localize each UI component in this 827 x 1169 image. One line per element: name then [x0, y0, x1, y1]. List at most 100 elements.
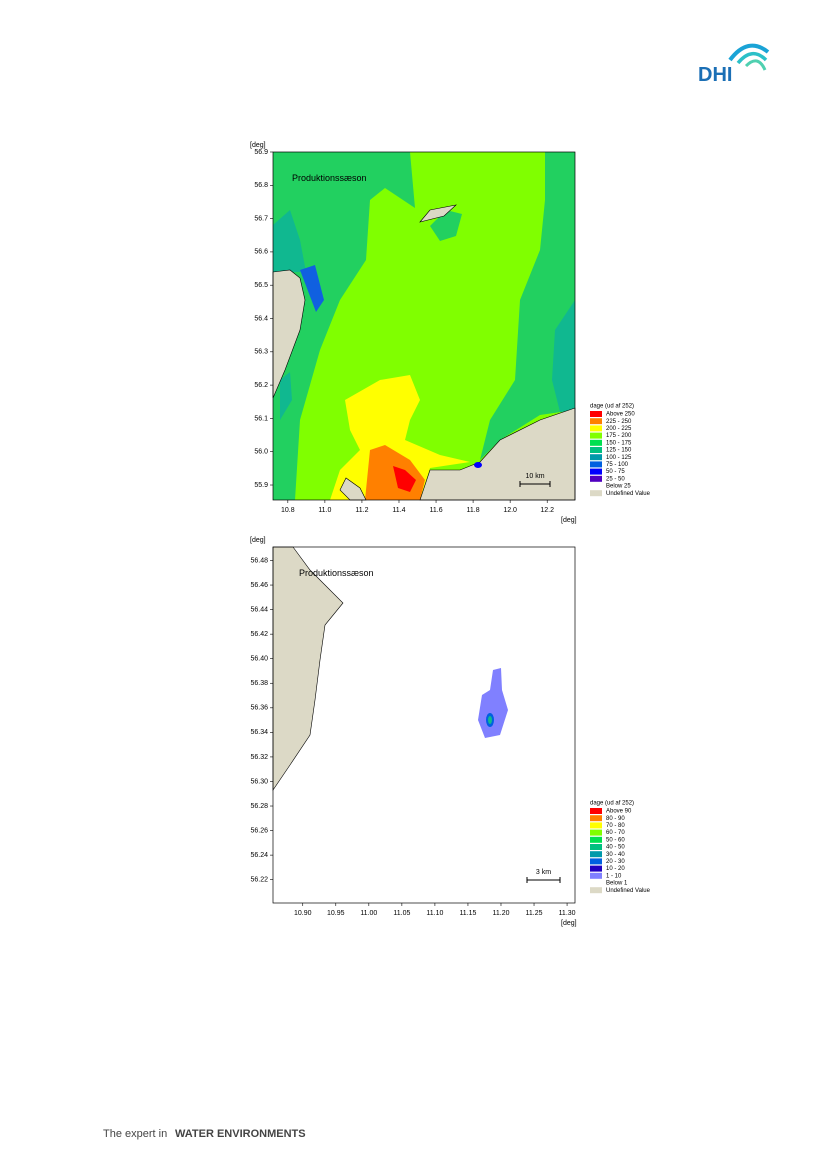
x-tick-label: 12.0	[503, 507, 517, 514]
legend-swatch	[590, 872, 602, 879]
map-frame	[272, 151, 576, 501]
map-1-fill	[272, 152, 576, 501]
legend-swatch	[590, 880, 602, 886]
legend-swatch	[590, 851, 602, 858]
x-tick-label: 11.0	[318, 507, 331, 514]
y-tick-label: 56.1	[254, 415, 268, 422]
y-tick-label: 56.8	[254, 182, 268, 189]
legend-swatch	[590, 475, 602, 482]
logo: DHI	[698, 43, 770, 86]
legend-label: Above 90	[606, 809, 632, 815]
scale-bar	[526, 877, 561, 883]
legend-swatch	[590, 822, 602, 829]
legend-label: 150 - 175	[606, 440, 632, 446]
y-tick-label: 56.4	[254, 315, 268, 322]
logo-text: DHI	[698, 64, 732, 86]
x-tick-label: 11.10	[426, 910, 443, 917]
legend-label: Undefined Value	[606, 888, 651, 894]
y-tick-label: 56.30	[250, 778, 268, 785]
legend-swatch	[590, 836, 602, 843]
legend-label: 10 - 20	[606, 866, 625, 872]
legend-swatch	[590, 483, 602, 489]
legend-label: 60 - 70	[606, 830, 625, 836]
legend-label: 20 - 30	[606, 859, 625, 865]
legend-label: Above 250	[606, 412, 635, 418]
x-tick-label: 11.25	[526, 910, 543, 917]
y-tick-label: 56.22	[250, 877, 268, 884]
legend-label: 30 - 40	[606, 852, 625, 858]
y-tick-label: 56.24	[250, 852, 268, 859]
legend-swatch	[590, 425, 602, 432]
legend-swatch	[590, 418, 602, 425]
x-tick-label: 11.05	[393, 910, 410, 917]
y-tick-label: 56.2	[254, 382, 268, 389]
x-unit: [deg]	[561, 517, 577, 524]
legend-label: Undefined Value	[606, 491, 651, 497]
y-tick-label: 56.32	[250, 754, 268, 761]
y-tick-label: 56.9	[254, 149, 268, 156]
legend-label: 80 - 90	[606, 816, 625, 822]
legend-swatch	[590, 468, 602, 475]
legend-swatch	[590, 411, 602, 417]
x-tick-label: 10.8	[281, 507, 295, 514]
y-tick-label: 56.28	[250, 803, 268, 810]
y-tick-label: 56.36	[250, 705, 268, 712]
y-tick-label: 56.34	[250, 729, 268, 736]
legend-swatch	[590, 454, 602, 461]
legend-swatch	[590, 858, 602, 865]
legend-label: 50 - 60	[606, 837, 625, 843]
y-tick-label: 56.48	[250, 557, 268, 564]
legend-label: 175 - 200	[606, 433, 632, 439]
legend-swatch	[590, 461, 602, 468]
legend-swatch	[590, 829, 602, 836]
map-frame	[272, 546, 576, 904]
legend-swatch	[590, 865, 602, 872]
legend-swatch	[590, 432, 602, 439]
y-tick-label: 56.40	[250, 656, 268, 663]
x-tick-label: 11.6	[429, 507, 442, 514]
x-tick-label: 11.2	[355, 507, 368, 514]
x-tick-label: 11.4	[392, 507, 405, 514]
legend-label: 1 - 10	[606, 873, 622, 879]
x-tick-label: 12.2	[540, 507, 554, 514]
y-tick-label: 56.5	[254, 282, 268, 289]
scale-label: 10 km	[525, 473, 544, 480]
legend-label: 200 - 225	[606, 426, 632, 432]
y-tick-label: 56.38	[250, 680, 268, 687]
legend-title: dage (ud af 252)	[590, 801, 634, 807]
legend-swatch	[590, 490, 602, 497]
legend-swatch	[590, 808, 602, 814]
x-tick-label: 10.95	[327, 910, 345, 917]
legend-swatch	[590, 447, 602, 453]
legend-label: Below 25	[606, 484, 631, 490]
legend-label: 70 - 80	[606, 823, 625, 829]
x-tick-label: 11.20	[492, 910, 509, 917]
legend-label: 40 - 50	[606, 845, 625, 851]
legend-label: 75 - 100	[606, 462, 629, 468]
legend-title: dage (ud af 252)	[590, 404, 634, 410]
legend-swatch	[590, 887, 602, 894]
x-tick-label: 11.30	[559, 910, 576, 917]
y-tick-label: 56.44	[250, 606, 268, 613]
y-tick-label: 56.42	[250, 631, 268, 638]
x-tick-label: 11.8	[467, 507, 480, 514]
scale-bar	[519, 481, 551, 487]
footer-bold: WATER ENVIRONMENTS	[175, 1128, 306, 1140]
map-2-fill	[272, 546, 575, 903]
legend-label: 25 - 50	[606, 476, 625, 482]
x-tick-label: 11.15	[459, 910, 476, 917]
legend-label: 50 - 75	[606, 469, 625, 475]
map-title: Produktionssæson	[299, 568, 374, 578]
y-unit: [deg]	[250, 537, 266, 544]
x-tick-label: 10.90	[294, 910, 312, 917]
y-tick-label: 56.0	[254, 449, 268, 456]
x-tick-label: 11.00	[360, 910, 377, 917]
y-tick-label: 56.7	[254, 215, 268, 222]
legend-swatch	[590, 815, 602, 822]
y-tick-label: 55.9	[254, 482, 268, 489]
y-unit: [deg]	[250, 142, 266, 149]
legend-label: Below 1	[606, 881, 628, 887]
map-title: Produktionssæson	[292, 173, 367, 183]
y-tick-label: 56.3	[254, 349, 268, 356]
